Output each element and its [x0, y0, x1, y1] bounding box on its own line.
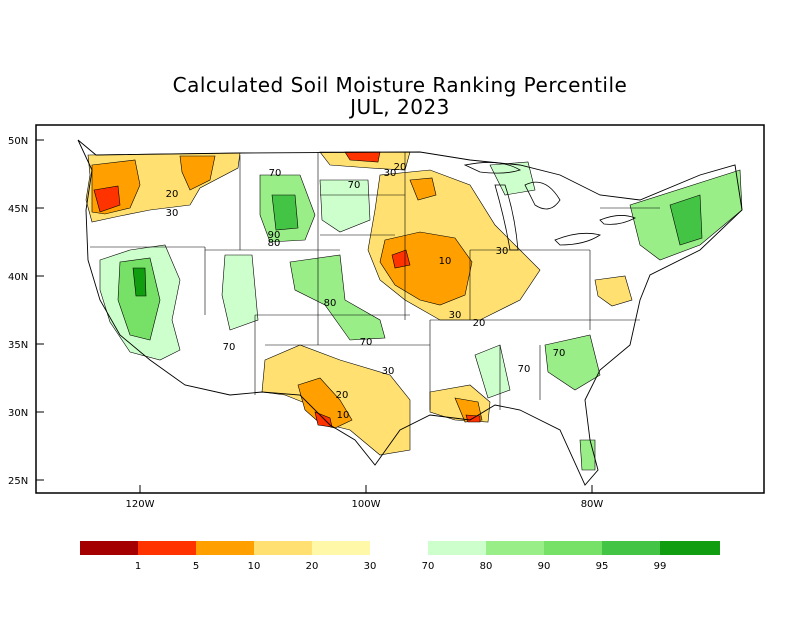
contour-label: 20 — [473, 318, 486, 329]
contour-label: 80 — [268, 238, 281, 249]
wet-area-northeast-core — [669, 194, 703, 246]
contour-label: 30 — [496, 246, 509, 257]
legend-swatch — [254, 541, 312, 555]
contour-label: 30 — [382, 366, 395, 377]
lon-label-80w: 80W — [581, 499, 604, 510]
contour-label: 30 — [166, 208, 179, 219]
contour-label: 70 — [348, 180, 361, 191]
lon-label-120w: 120W — [126, 499, 155, 510]
legend-swatch — [428, 541, 486, 555]
contour-label: 30 — [384, 168, 397, 179]
contour-label: 20 — [394, 162, 407, 173]
wet-area-carolinas — [544, 334, 601, 391]
legend-dry-scale — [80, 541, 370, 555]
contour-label: 10 — [337, 410, 350, 421]
contour-label: 70 — [360, 337, 373, 348]
legend-swatch — [138, 541, 196, 555]
contour-label: 20 — [166, 189, 179, 200]
dry-area-pacific-northwest-extreme — [93, 185, 121, 213]
legend-wet-scale — [428, 541, 720, 555]
legend-label: 90 — [538, 561, 551, 572]
lat-label-45n: 45N — [8, 204, 28, 215]
legend-label: 80 — [480, 561, 493, 572]
legend-label: 10 — [248, 561, 261, 572]
moisture-fill-areas — [85, 151, 743, 471]
wet-area-wyoming-core — [271, 194, 299, 231]
legend-swatch — [196, 541, 254, 555]
legend-swatch — [486, 541, 544, 555]
legend-label: 20 — [306, 561, 319, 572]
dry-area-minnesota-core — [409, 177, 437, 201]
contour-label: 90 — [268, 230, 281, 241]
latitude-axis: 50N 45N 40N 35N 30N 25N — [8, 136, 44, 487]
legend-swatch — [80, 541, 138, 555]
legend: 1 5 10 20 30 70 80 90 95 99 — [80, 541, 720, 572]
legend-swatch — [660, 541, 720, 555]
map-title: Calculated Soil Moisture Ranking Percent… — [172, 73, 628, 97]
lat-label-50n: 50N — [8, 136, 28, 147]
legend-swatch — [602, 541, 660, 555]
legend-label: 1 — [135, 561, 141, 572]
contour-label: 70 — [269, 168, 282, 179]
wet-area-florida — [579, 439, 596, 471]
map-subtitle-date: JUL, 2023 — [350, 95, 450, 119]
dry-area-nebraska-core — [379, 231, 473, 306]
contour-label: 70 — [553, 348, 566, 359]
dry-area-idaho-core — [179, 155, 216, 191]
longitude-axis: 120W 100W 80W — [126, 485, 604, 510]
dry-area-kansas-extreme — [391, 249, 411, 269]
legend-swatch — [312, 541, 370, 555]
us-outline — [77, 139, 743, 486]
contour-label: 80 — [324, 298, 337, 309]
dry-area-texas-core — [297, 377, 353, 429]
state-boundaries — [90, 152, 660, 410]
legend-label: 95 — [596, 561, 609, 572]
contour-label: 10 — [439, 256, 452, 267]
contour-label: 20 — [336, 390, 349, 401]
wet-area-colorado — [289, 254, 386, 341]
contour-labels: 20 30 70 70 90 80 30 20 10 30 80 70 30 2… — [166, 162, 566, 421]
legend-label: 70 — [422, 561, 435, 572]
contour-label: 30 — [449, 310, 462, 321]
contour-label: 70 — [223, 342, 236, 353]
great-lakes — [463, 162, 636, 251]
legend-label: 30 — [364, 561, 377, 572]
lat-label-25n: 25N — [8, 476, 28, 487]
lat-label-35n: 35N — [8, 340, 28, 351]
wet-area-south-dakota — [319, 179, 371, 233]
legend-swatch — [544, 541, 602, 555]
lat-label-40n: 40N — [8, 272, 28, 283]
lon-label-100w: 100W — [352, 499, 381, 510]
wet-area-california-core — [117, 257, 161, 341]
legend-label: 5 — [193, 561, 199, 572]
legend-label: 99 — [654, 561, 667, 572]
dry-area-mid-atlantic — [594, 275, 633, 307]
wet-area-california-peak — [132, 267, 147, 297]
contour-label: 70 — [518, 364, 531, 375]
lat-label-30n: 30N — [8, 408, 28, 419]
wet-area-mississippi — [474, 344, 511, 399]
wet-area-utah — [221, 254, 259, 331]
